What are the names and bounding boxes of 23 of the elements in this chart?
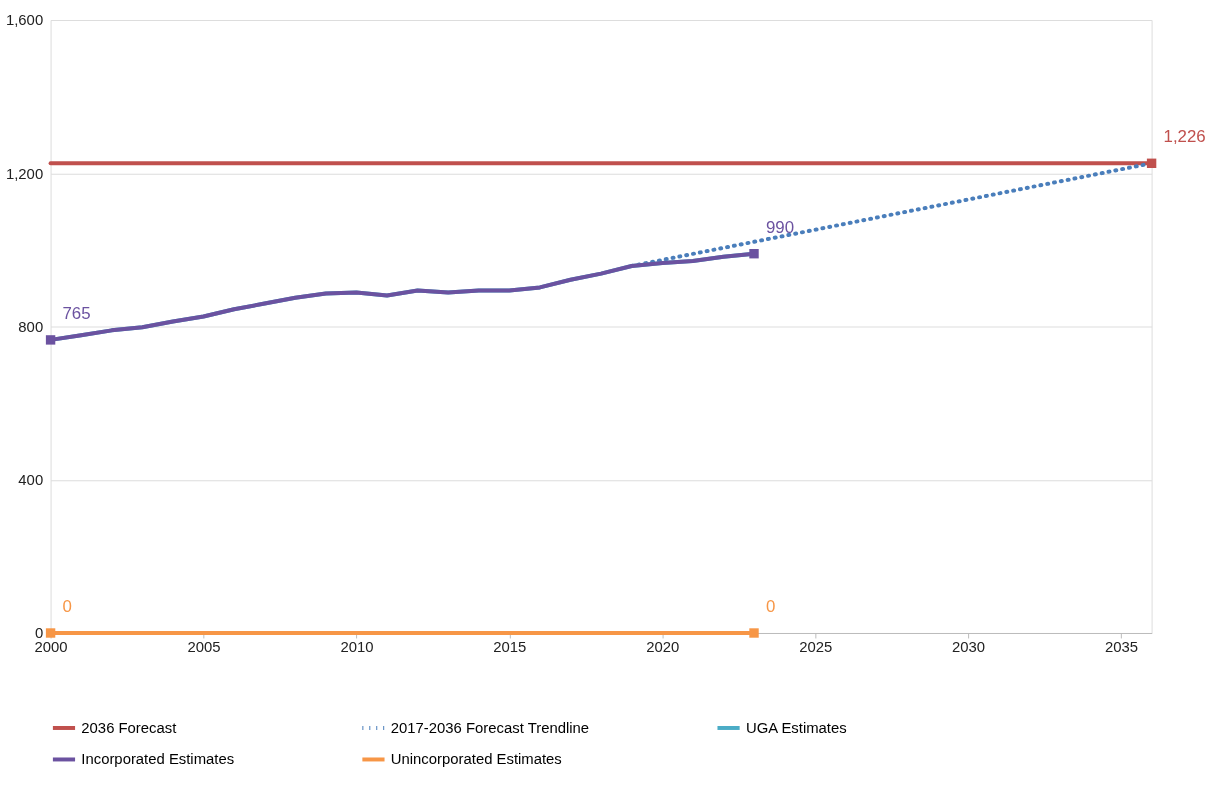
data-label: 1,226 <box>1163 127 1206 147</box>
legend-label: 2017-2036 Forecast Trendline <box>390 719 590 736</box>
legend-label: UGA Estimates <box>745 719 847 736</box>
x-tick-label: 2020 <box>646 639 680 656</box>
data-label: 0 <box>62 597 72 617</box>
x-tick-label: 2005 <box>187 639 221 656</box>
x-tick-label: 2030 <box>952 639 986 656</box>
x-tick-label: 2015 <box>493 639 527 656</box>
y-tick-label: 1,200 <box>5 165 44 182</box>
x-tick-label: 2035 <box>1104 639 1139 656</box>
y-tick-label: 800 <box>18 318 44 335</box>
legend-label: Incorporated Estimates <box>81 751 235 768</box>
x-tick-label: 2010 <box>340 639 374 656</box>
x-tick-label: 2025 <box>799 639 833 656</box>
legend-label: Unincorporated Estimates <box>390 751 562 768</box>
legend-label: 2036 Forecast <box>81 719 178 736</box>
y-tick-label: 400 <box>18 472 44 489</box>
data-label: 990 <box>765 217 795 237</box>
data-label: 0 <box>765 597 776 617</box>
data-label: 765 <box>62 304 91 324</box>
x-tick-label: 2000 <box>34 639 68 656</box>
y-tick-label: 0 <box>34 625 44 642</box>
y-tick-label: 1,600 <box>5 12 44 29</box>
